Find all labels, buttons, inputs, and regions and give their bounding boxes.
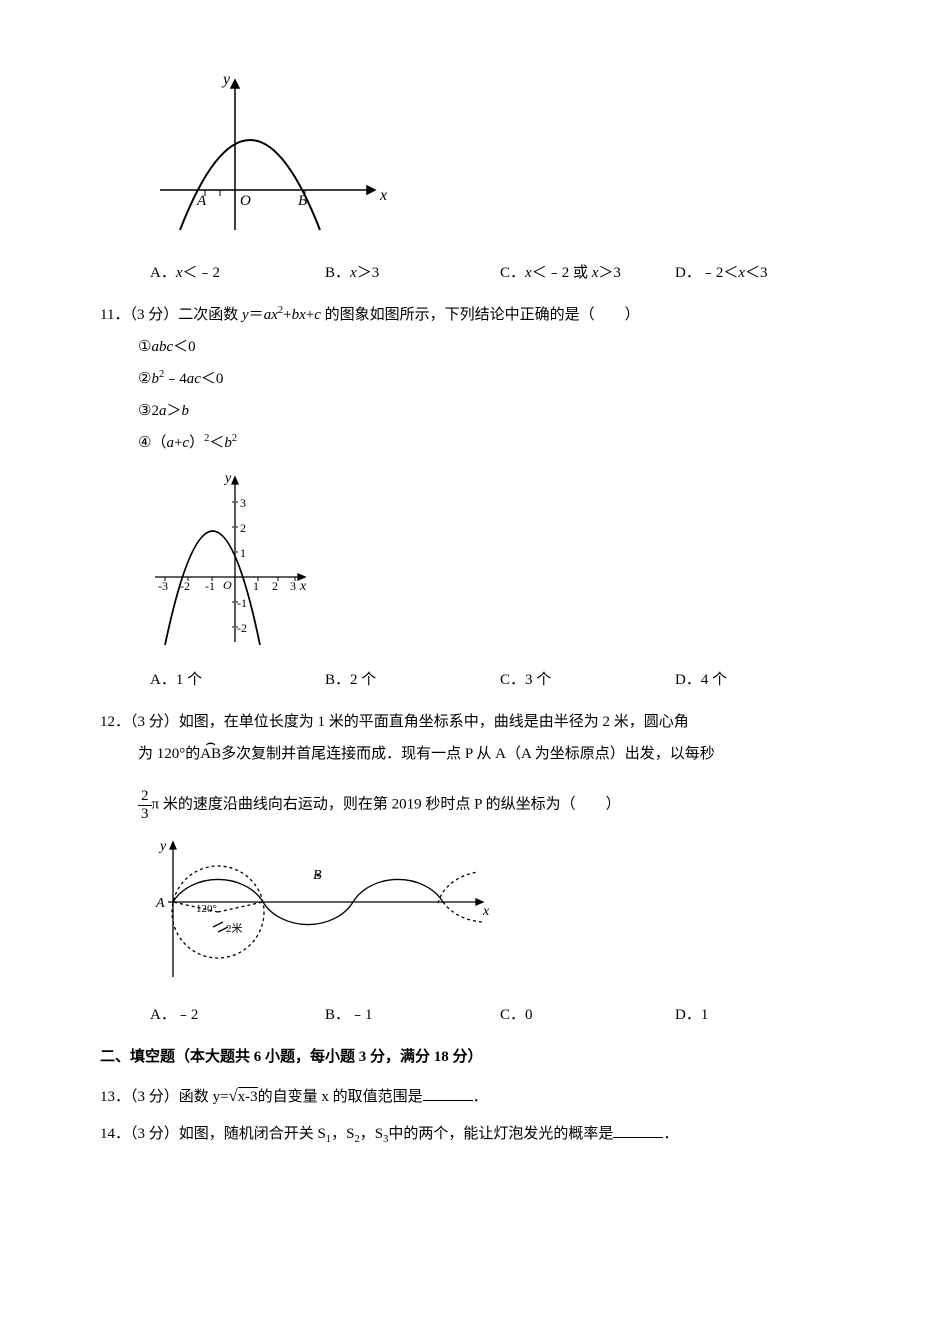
q12-line2: 为 120°的AB多次复制并首尾连接而成．现有一点 P 从 A（A 为坐标原点）…	[138, 741, 850, 768]
choice-d[interactable]: D．1	[675, 1002, 850, 1029]
q11-item3: ③2a＞b	[138, 398, 850, 425]
q12-line3: 23π 米的速度沿曲线向右运动，则在第 2019 秒时点 P 的纵坐标为（ ）	[138, 788, 850, 822]
q12-stem-l1: 如图，在单位长度为 1 米的平面直角坐标系中，曲线是由半径为 2 米，圆心角	[179, 714, 689, 730]
svg-text:O: O	[223, 578, 232, 592]
q13: 13．（3 分）函数 y=√x-3的自变量 x 的取值范围是．	[100, 1081, 850, 1111]
svg-text:-3: -3	[158, 579, 168, 593]
svg-text:1: 1	[240, 546, 246, 560]
choice-b[interactable]: B．x＞3	[325, 260, 500, 287]
q11-item2: ②b2﹣4ac＜0	[138, 366, 850, 393]
arc-ab-text: AB	[200, 746, 221, 762]
sqrt-formula: y=√x-3	[213, 1081, 258, 1111]
q14-points: 3 分	[138, 1126, 164, 1142]
q13-points: 3 分	[138, 1089, 164, 1105]
q11-figure: 3 2 1 -1 -2 -3 -2 -1 1 2 3 O x y	[150, 467, 850, 657]
svg-text:-2: -2	[237, 621, 247, 635]
q11-item4: ④（a+c）2＜b2	[138, 430, 850, 457]
svg-text:O: O	[240, 193, 251, 209]
q11-choice-a-text: 1 个	[176, 672, 202, 688]
q13-post: 的自变量 x 的取值范围是	[258, 1089, 423, 1105]
q12-b: ﹣1	[350, 1007, 373, 1023]
section2-title: 二、填空题（本大题共 6 小题，每小题 3 分，满分 18 分）	[100, 1044, 850, 1071]
frac-den: 3	[138, 806, 152, 823]
fraction-2-3: 23	[138, 788, 152, 822]
svg-text:x: x	[379, 187, 387, 204]
blank-q13[interactable]	[423, 1085, 473, 1101]
choice-c[interactable]: C．0	[500, 1002, 675, 1029]
svg-text:y: y	[221, 71, 231, 88]
q12-choices: A．﹣2 B．﹣1 C．0 D．1	[150, 1002, 850, 1029]
svg-text:A: A	[155, 896, 165, 911]
svg-text:2米: 2米	[226, 922, 243, 935]
q10-choices: A．x＜﹣2 B．x＞3 C．x＜﹣2 或 x＞3 D．﹣2＜x＜3	[150, 260, 850, 287]
q11-choices: A．1 个 B．2 个 C．3 个 D．4 个	[150, 667, 850, 694]
choice-a[interactable]: A．﹣2	[150, 1002, 325, 1029]
q12-l2-post: 多次复制并首尾连接而成．现有一点 P 从 A（A 为坐标原点）出发，以每秒	[221, 746, 715, 762]
q11-item1: ①abc＜0	[138, 334, 850, 361]
svg-text:B: B	[298, 193, 307, 209]
q14-number: 14	[100, 1126, 115, 1142]
q14-end: ．	[663, 1126, 678, 1142]
q14: 14．（3 分）如图，随机闭合开关 S1，S2，S3中的两个，能让灯泡发光的概率…	[100, 1121, 850, 1150]
q12-figure: A B y x 120° 2米	[138, 832, 850, 992]
q14-c2: ，S	[360, 1126, 383, 1142]
q11-choice-c-text: 3 个	[525, 672, 551, 688]
q11-choice-b-text: 2 个	[350, 672, 376, 688]
q12-l2-pre: 为 120°的	[138, 746, 200, 762]
choice-c[interactable]: C．3 个	[500, 667, 675, 694]
svg-text:2: 2	[272, 579, 278, 593]
choice-b[interactable]: B．﹣1	[325, 1002, 500, 1029]
q13-pre: 函数	[179, 1089, 209, 1105]
svg-text:x: x	[482, 904, 490, 919]
q11-points: 3 分	[137, 307, 163, 323]
q12-d: 1	[701, 1007, 709, 1023]
arc-ab: AB	[200, 741, 221, 768]
choice-a[interactable]: A．1 个	[150, 667, 325, 694]
svg-text:x: x	[299, 579, 307, 594]
q11: 11．（3 分）二次函数 y＝ax2+bx+c 的图象如图所示，下列结论中正确的…	[100, 302, 850, 329]
q14-post: 中的两个，能让灯泡发光的概率是	[388, 1126, 613, 1142]
q13-end: ．	[473, 1089, 488, 1105]
svg-text:-1: -1	[205, 579, 215, 593]
blank-q14[interactable]	[613, 1122, 663, 1138]
svg-text:1: 1	[253, 579, 259, 593]
q10-figure: x y O A B	[150, 70, 850, 250]
q11-choice-d-text: 4 个	[701, 672, 727, 688]
svg-text:-1: -1	[237, 596, 247, 610]
q12-a: ﹣2	[176, 1007, 199, 1023]
frac-num: 2	[138, 788, 152, 806]
q11-number: 11	[100, 307, 114, 323]
svg-text:3: 3	[240, 496, 246, 510]
svg-text:y: y	[158, 839, 167, 854]
svg-text:-2: -2	[180, 579, 190, 593]
svg-text:120°: 120°	[196, 903, 217, 915]
svg-text:2: 2	[240, 521, 246, 535]
svg-text:y: y	[223, 471, 232, 486]
q14-c1: ，S	[331, 1126, 354, 1142]
q12-number: 12	[100, 714, 115, 730]
choice-d[interactable]: D．4 个	[675, 667, 850, 694]
q14-pre: 如图，随机闭合开关 S	[179, 1126, 326, 1142]
svg-text:3: 3	[290, 579, 296, 593]
q13-number: 13	[100, 1089, 115, 1105]
choice-d[interactable]: D．﹣2＜x＜3	[675, 260, 850, 287]
choice-b[interactable]: B．2 个	[325, 667, 500, 694]
choice-c[interactable]: C．x＜﹣2 或 x＞3	[500, 260, 675, 287]
q12-c: 0	[525, 1007, 533, 1023]
choice-a[interactable]: A．x＜﹣2	[150, 260, 325, 287]
q12-l3-post: π 米的速度沿曲线向右运动，则在第 2019 秒时点 P 的纵坐标为（ ）	[152, 796, 621, 812]
q12-points: 3 分	[138, 714, 164, 730]
